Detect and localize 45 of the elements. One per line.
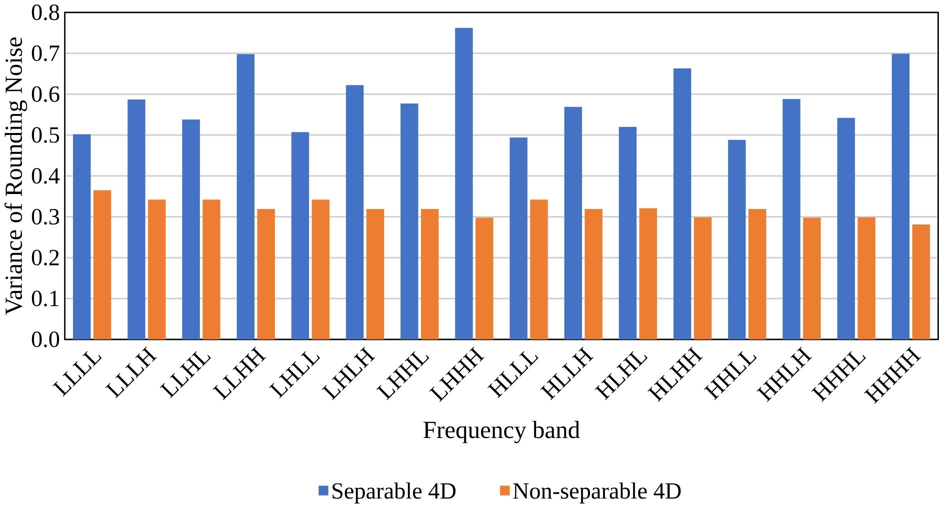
bar (455, 28, 473, 340)
bar (618, 126, 637, 340)
y-tick-label: 0.8 (32, 4, 60, 20)
bar (858, 217, 876, 340)
bar (782, 99, 800, 340)
y-tick-label: 0.3 (32, 208, 60, 225)
x-axis-title: Frequency band (424, 420, 580, 444)
bar (673, 68, 692, 340)
y-tick-label: 0.0 (32, 332, 60, 348)
y-tick-label: 0.4 (32, 168, 60, 184)
bar (584, 209, 602, 340)
bar (476, 218, 494, 340)
bar (564, 106, 582, 340)
bar (510, 137, 528, 340)
bar (694, 217, 712, 340)
bar (639, 208, 658, 340)
bar (257, 209, 275, 340)
bar (73, 134, 91, 340)
y-tick-label: 0.7 (32, 45, 60, 62)
y-tick-label: 0.6 (32, 86, 60, 102)
y-tick-label: 0.5 (32, 127, 60, 143)
bar (748, 209, 766, 340)
bar (128, 99, 146, 340)
legend-label: Separable 4D (332, 482, 456, 504)
y-tick-label: 0.2 (32, 250, 59, 266)
y-axis-title: Variance of Rounding Noise (4, 37, 28, 315)
bar (837, 118, 855, 340)
bar (728, 140, 746, 340)
bar (182, 119, 200, 340)
bar (366, 209, 384, 340)
bar (400, 104, 418, 340)
bar (236, 54, 254, 340)
legend-label: Non-separable 4D (513, 482, 681, 504)
bar (912, 224, 930, 340)
bar (93, 190, 112, 340)
bar (148, 200, 166, 340)
y-tick-label: 0.1 (32, 290, 59, 306)
bar (291, 132, 310, 340)
bar (892, 54, 910, 340)
bar (202, 200, 220, 340)
bar (346, 85, 364, 340)
bar (420, 209, 439, 340)
bar (312, 200, 330, 340)
bar (530, 200, 548, 340)
bar (803, 218, 821, 340)
